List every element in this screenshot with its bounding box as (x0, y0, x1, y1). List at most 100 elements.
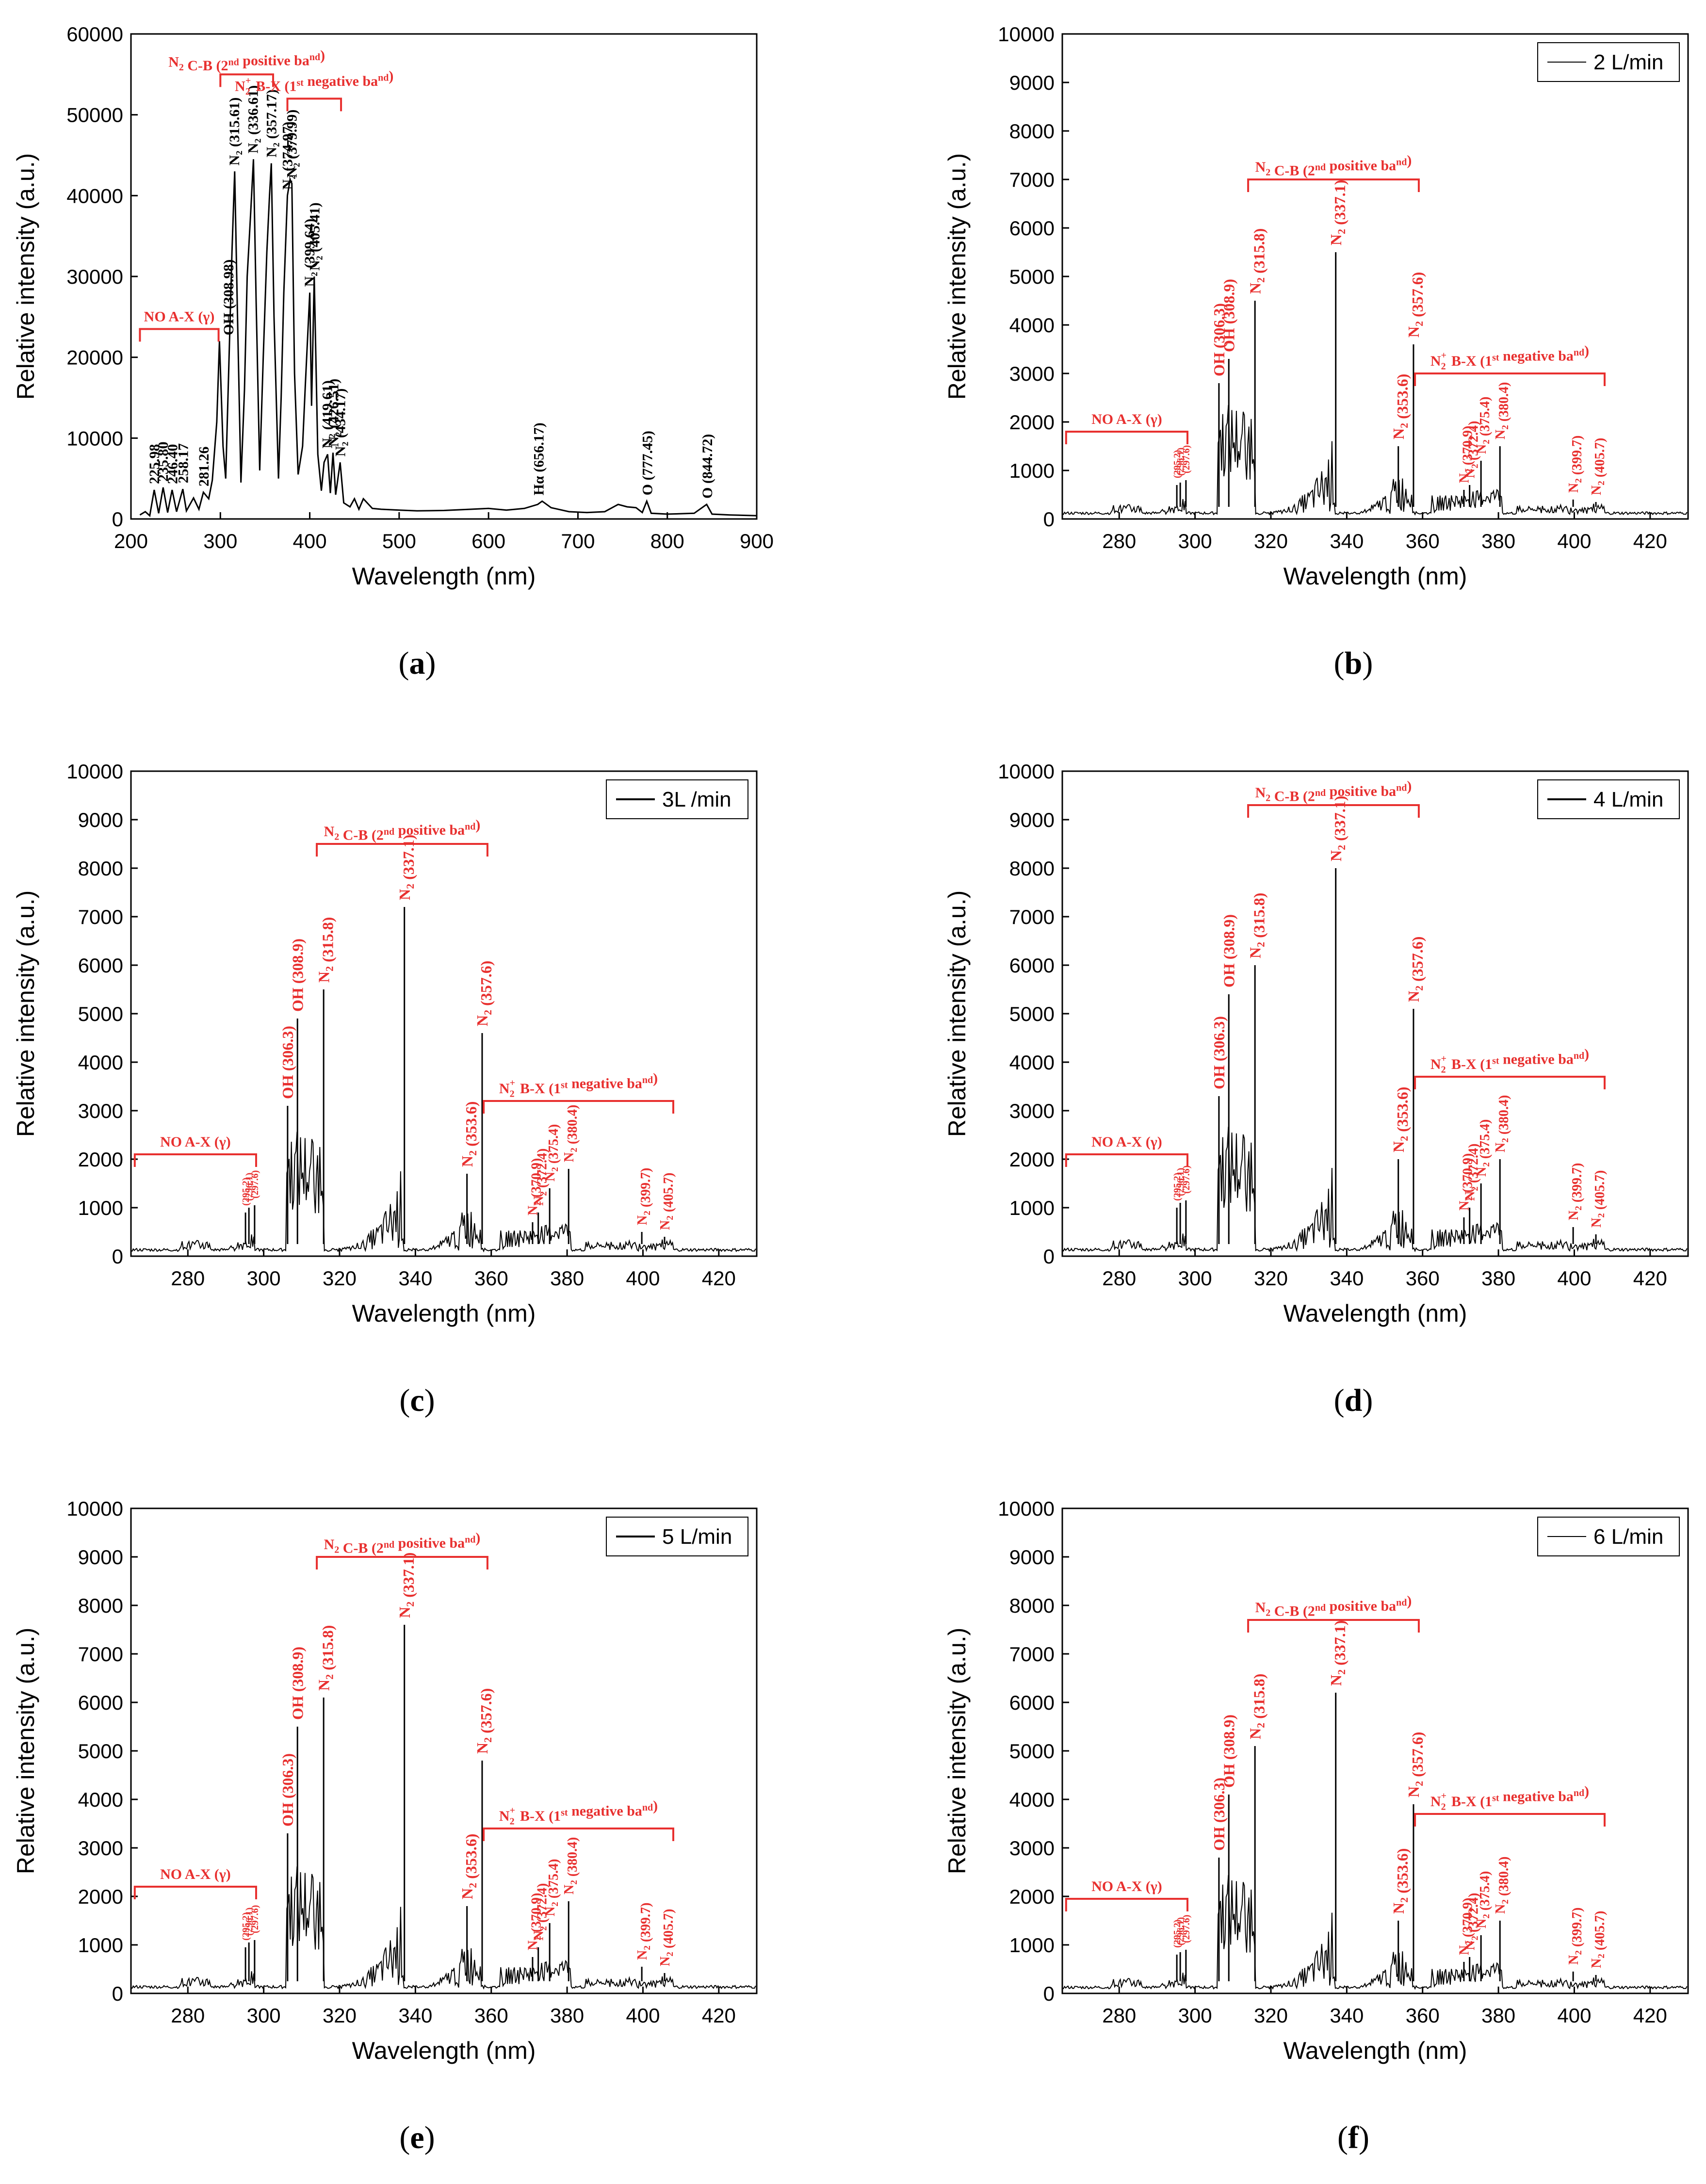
peak-label-d: (296.1) (1175, 1168, 1186, 1196)
peak-label-a: O (777.45) (639, 431, 655, 495)
y-tick-label: 10000 (998, 23, 1055, 46)
annotation-a-1-bracket (219, 73, 275, 87)
y-axis-label: Relative intensity (a.u.) (943, 1628, 971, 1875)
y-tick-label: 1000 (78, 1934, 123, 1957)
x-tick-label: 400 (1557, 1267, 1591, 1290)
peak-label-e: N2 (337.1) (396, 1553, 417, 1618)
annotation-d-1-label: N2 C-B (2nd positive band) (1255, 778, 1412, 805)
peak-label-a: N₂ (419.61) (320, 380, 336, 449)
annotation-a-2-label: N2+ B-X (1st negative band) (235, 68, 393, 97)
spectrum-line-e (130, 1866, 756, 1990)
annotation-e-1-label: N2 C-B (2nd positive band) (324, 1530, 481, 1556)
spectrum-line-a (139, 159, 757, 518)
peak-label-text-e: N2 (337.1) (396, 1553, 417, 1618)
x-tick-label: 320 (1254, 2004, 1288, 2027)
peak-label-text-b: N2 (372.4) (1462, 421, 1481, 478)
x-tick-label: 500 (382, 530, 416, 552)
peak-label-text-e: N2 (405.7) (658, 1909, 676, 1966)
peak-label-d: N2 (353.6) (1390, 1087, 1411, 1152)
annotation-a-1-label: N2 C-B (2nd positive band) (168, 48, 325, 74)
annotation-a-0-label: NO A-X (γ) (144, 308, 215, 324)
peak-label-text-d: (296.1) (1175, 1168, 1186, 1196)
x-tick-label: 280 (1102, 530, 1136, 552)
peak-label-text-d: N2 (405.7) (1589, 1170, 1608, 1228)
y-tick-label: 0 (1043, 508, 1055, 531)
y-tick-label: 0 (1043, 1245, 1055, 1268)
y-tick-label: 6000 (78, 954, 123, 977)
y-tick-label: 4000 (1009, 1788, 1055, 1811)
peak-label-a: N₂ (315.61) (227, 97, 243, 166)
annotation-c-1-label: N2 C-B (2nd positive band) (324, 817, 481, 843)
peak-label-text-f: OH (308.9) (1220, 1715, 1237, 1788)
x-tick-label: 300 (247, 1267, 281, 1290)
x-tick-label: 300 (203, 530, 237, 552)
peak-label-b: N2 (372.4) (1462, 421, 1481, 478)
peak-label-d: (297.6) (1181, 1165, 1192, 1194)
y-tick-label: 9000 (78, 809, 123, 831)
panel-b: 280 300 320 340 360 380 400 420 0 1000 2000 3000 400… (943, 19, 1706, 626)
annotation-c-2-bracket (483, 1100, 674, 1114)
y-tick-label: 5000 (1009, 1003, 1055, 1025)
peak-label-text-f: (296.1) (1175, 1917, 1186, 1945)
peak-label-f: (295.2) (1172, 1920, 1183, 1948)
legend-label: 3L /min (662, 788, 731, 811)
x-tick-label: 340 (1330, 1267, 1364, 1290)
y-axis-label: Relative intensity (a.u.) (12, 890, 39, 1137)
peak-label-e: (295.2) (241, 1912, 251, 1941)
annotation-b-2-bracket (1414, 372, 1606, 386)
peak-label-a: 235.80 (155, 442, 171, 482)
legend-label: 2 L/min (1593, 50, 1663, 74)
peak-label-text-d: N2 (353.6) (1390, 1087, 1411, 1152)
peak-label-text-b: (296.1) (1175, 448, 1186, 476)
x-tick-label: 420 (1633, 2004, 1667, 2027)
peak-label-d: N2 (315.8) (1246, 893, 1267, 958)
y-tick-label: 2000 (78, 1148, 123, 1171)
y-tick-label: 7000 (78, 906, 123, 928)
peak-label-text-d: N2 (337.1) (1327, 796, 1349, 861)
x-tick-label: 320 (323, 1267, 357, 1290)
peak-label-text-c: N2 (315.8) (315, 917, 336, 983)
annotation-b-0-bracket (1065, 431, 1188, 444)
peak-label-d: N2 (357.6) (1405, 937, 1426, 1002)
peak-label-c: (296.1) (244, 1173, 255, 1201)
annotation-d-2-bracket (1414, 1076, 1606, 1089)
x-tick-label: 200 (114, 530, 148, 552)
x-tick-label: 400 (626, 2004, 660, 2027)
peak-label-b: N2 (357.6) (1405, 272, 1426, 338)
peak-label-text-e: N2 (380.4) (562, 1837, 580, 1894)
annotation-e-1-bracket (316, 1556, 488, 1569)
y-tick-label: 4000 (1009, 1051, 1055, 1074)
caption-c: (c) (399, 1383, 435, 1418)
peak-label-d: N2 (370.9) (1457, 1153, 1476, 1211)
x-tick-label: 340 (1330, 530, 1364, 552)
peak-label-f: N2 (405.7) (1589, 1911, 1608, 1968)
y-tick-label: 3000 (1009, 362, 1055, 385)
peak-label-a: 281.26 (196, 447, 212, 487)
peak-label-a: OH (308.98) (221, 259, 237, 336)
peak-label-f: (296.1) (1175, 1917, 1186, 1945)
peak-label-text-d: N2 (372.4) (1462, 1144, 1481, 1201)
annotation-c-2-label: N2+ B-X (1st negative band) (499, 1070, 658, 1100)
peak-label-text-c: (296.1) (244, 1173, 255, 1201)
y-tick-label: 6000 (1009, 1691, 1055, 1714)
peak-label-text-f: N2 (357.6) (1405, 1732, 1426, 1797)
peak-label-f: N2 (375.4) (1474, 1871, 1493, 1928)
x-tick-label: 400 (1557, 530, 1591, 552)
x-tick-label: 280 (171, 1267, 205, 1290)
peak-label-a: 246.40 (165, 444, 181, 485)
y-tick-label: 8000 (1009, 120, 1055, 143)
peak-label-text-b: N2 (399.7) (1566, 436, 1585, 493)
x-tick-label: 380 (550, 2004, 584, 2027)
y-tick-label: 2000 (1009, 1148, 1055, 1171)
y-axis-label: Relative intensity (a.u.) (943, 153, 971, 400)
peak-label-text-d: N2 (315.8) (1246, 893, 1267, 958)
y-tick-label: 7000 (1009, 1643, 1055, 1666)
peak-label-f: N2 (357.6) (1405, 1732, 1426, 1797)
peak-label-text-b: N2 (405.7) (1589, 438, 1608, 495)
x-axis-label: Wavelength (nm) (352, 1300, 536, 1327)
x-axis-label: Wavelength (nm) (352, 563, 536, 590)
peak-label-c: (295.2) (241, 1178, 251, 1206)
annotation-e-2-bracket (483, 1828, 674, 1841)
x-tick-label: 320 (1254, 530, 1288, 552)
x-tick-label: 400 (293, 530, 327, 552)
